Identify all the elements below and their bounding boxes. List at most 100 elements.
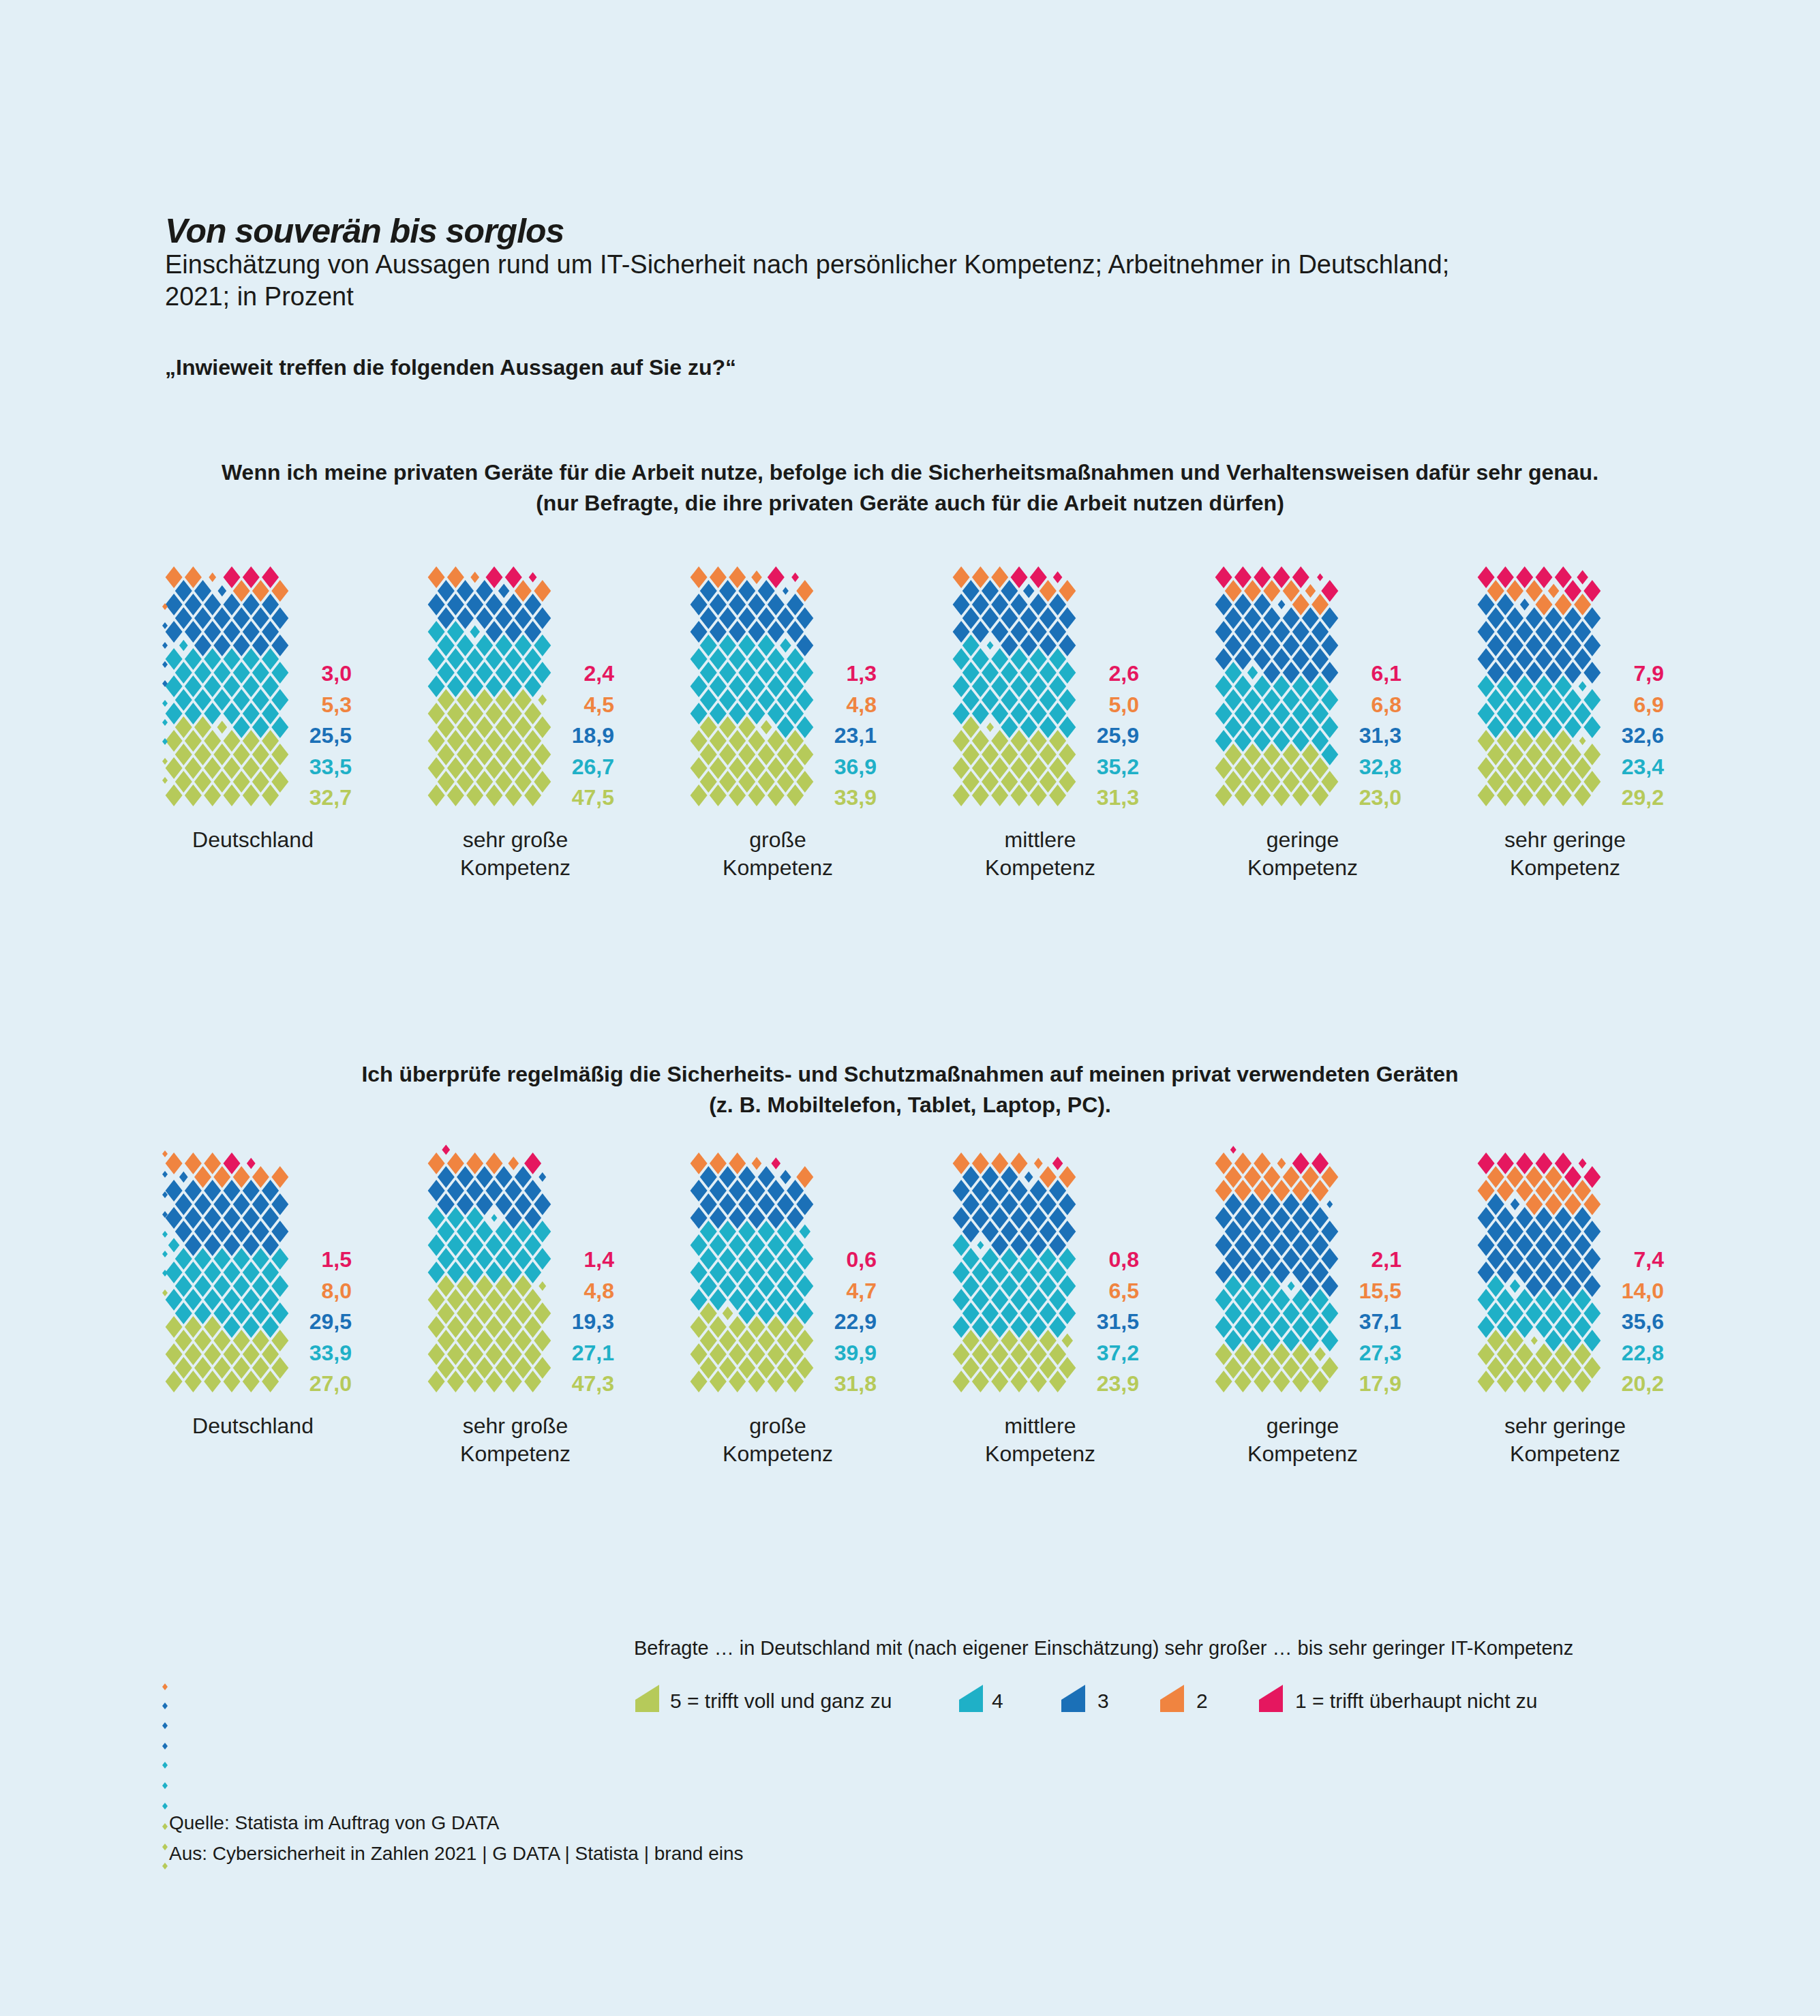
subtitle-line2: 2021; in Prozent <box>165 281 1449 313</box>
value-label: 36,9 <box>706 756 877 778</box>
value-label: 2,6 <box>969 662 1139 684</box>
value-label: 23,4 <box>1493 756 1664 778</box>
legend-marker <box>959 1685 983 1712</box>
value-label: 33,9 <box>181 1342 352 1364</box>
value-label: 27,0 <box>181 1373 352 1394</box>
legend-marker <box>635 1685 659 1712</box>
category-label: großeKompetenz <box>662 1412 894 1468</box>
legend-label: 3 <box>1097 1690 1109 1713</box>
legend-label: 1 = trifft überhaupt nicht zu <box>1295 1690 1538 1713</box>
source-note: Quelle: Statista im Auftrag von G DATA A… <box>169 1807 744 1869</box>
legend-label: 5 = trifft voll und ganz zu <box>670 1690 892 1713</box>
value-label: 32,6 <box>1493 724 1664 746</box>
edge-tip-decor <box>162 1844 168 1850</box>
value-label: 0,6 <box>706 1249 877 1270</box>
value-label: 5,0 <box>969 694 1139 716</box>
category-label: geringeKompetenz <box>1187 826 1419 882</box>
value-label: 31,3 <box>1231 724 1401 746</box>
category-label: mittlereKompetenz <box>924 826 1156 882</box>
value-label: 1,5 <box>181 1249 352 1270</box>
legend-marker <box>1061 1685 1085 1712</box>
value-label: 4,8 <box>706 694 877 716</box>
value-label: 2,4 <box>444 662 614 684</box>
value-label: 15,5 <box>1231 1280 1401 1302</box>
value-label: 7,9 <box>1493 662 1664 684</box>
section2-headline-line1: Ich überprüfe regelmäßig die Sicherheits… <box>0 1059 1820 1090</box>
value-label: 39,9 <box>706 1342 877 1364</box>
value-label: 29,2 <box>1493 786 1664 808</box>
edge-tip-decor <box>162 1683 168 1690</box>
survey-question: „Inwieweit treffen die folgenden Aussage… <box>165 355 736 380</box>
edge-tip-decor <box>162 1782 168 1789</box>
value-label: 3,0 <box>181 662 352 684</box>
value-label: 17,9 <box>1231 1373 1401 1394</box>
value-label: 47,3 <box>444 1373 614 1394</box>
value-label: 6,8 <box>1231 694 1401 716</box>
value-label: 23,1 <box>706 724 877 746</box>
section2-headline-line2: (z. B. Mobiltelefon, Tablet, Laptop, PC)… <box>0 1090 1820 1120</box>
value-label: 32,7 <box>181 786 352 808</box>
value-label: 19,3 <box>444 1311 614 1332</box>
value-label: 25,9 <box>969 724 1139 746</box>
infographic-page: { "title": "Von souverän bis sorglos", "… <box>0 0 1820 2016</box>
category-label: Deutschland <box>137 826 369 854</box>
value-label: 7,4 <box>1493 1249 1664 1270</box>
category-label: sehr geringeKompetenz <box>1449 826 1681 882</box>
value-label: 27,3 <box>1231 1342 1401 1364</box>
value-label: 1,4 <box>444 1249 614 1270</box>
source-line2: Aus: Cybersicherheit in Zahlen 2021 | G … <box>169 1838 744 1869</box>
value-label: 31,5 <box>969 1311 1139 1332</box>
category-label: Deutschland <box>137 1412 369 1440</box>
value-label: 14,0 <box>1493 1280 1664 1302</box>
value-label: 18,9 <box>444 724 614 746</box>
value-label: 33,9 <box>706 786 877 808</box>
category-label: geringeKompetenz <box>1187 1412 1419 1468</box>
edge-tip-decor <box>162 1722 168 1729</box>
category-label: mittlereKompetenz <box>924 1412 1156 1468</box>
page-subtitle: Einschätzung von Aussagen rund um IT-Sic… <box>165 249 1449 313</box>
category-label: großeKompetenz <box>662 826 894 882</box>
value-label: 31,8 <box>706 1373 877 1394</box>
legend-label: 2 <box>1196 1690 1208 1713</box>
value-label: 33,5 <box>181 756 352 778</box>
category-label: sehr großeKompetenz <box>399 826 631 882</box>
edge-tip-decor <box>162 1762 168 1769</box>
subtitle-line1: Einschätzung von Aussagen rund um IT-Sic… <box>165 249 1449 281</box>
value-label: 5,3 <box>181 694 352 716</box>
value-label: 35,6 <box>1493 1311 1664 1332</box>
value-label: 27,1 <box>444 1342 614 1364</box>
value-label: 1,3 <box>706 662 877 684</box>
value-label: 6,1 <box>1231 662 1401 684</box>
value-label: 20,2 <box>1493 1373 1664 1394</box>
value-label: 31,3 <box>969 786 1139 808</box>
legend-intro: Befragte … in Deutschland mit (nach eige… <box>634 1637 1573 1660</box>
edge-tip-decor <box>162 1863 168 1869</box>
value-label: 37,2 <box>969 1342 1139 1364</box>
legend-marker <box>1160 1685 1184 1712</box>
edge-tip-decor <box>162 1823 168 1830</box>
value-label: 2,1 <box>1231 1249 1401 1270</box>
legend-label: 4 <box>992 1690 1003 1713</box>
value-label: 4,5 <box>444 694 614 716</box>
value-label: 29,5 <box>181 1311 352 1332</box>
value-label: 26,7 <box>444 756 614 778</box>
edge-tip-decor <box>162 1803 168 1809</box>
legend-marker <box>1259 1685 1283 1712</box>
section1-headline-line1: Wenn ich meine privaten Geräte für die A… <box>0 457 1820 488</box>
value-label: 25,5 <box>181 724 352 746</box>
value-label: 22,9 <box>706 1311 877 1332</box>
value-label: 23,0 <box>1231 786 1401 808</box>
section1-headline: Wenn ich meine privaten Geräte für die A… <box>0 457 1820 519</box>
value-label: 4,7 <box>706 1280 877 1302</box>
value-label: 37,1 <box>1231 1311 1401 1332</box>
value-label: 6,5 <box>969 1280 1139 1302</box>
edge-tip-decor <box>162 1702 168 1709</box>
source-line1: Quelle: Statista im Auftrag von G DATA <box>169 1807 744 1838</box>
value-label: 6,9 <box>1493 694 1664 716</box>
value-label: 4,8 <box>444 1280 614 1302</box>
value-label: 0,8 <box>969 1249 1139 1270</box>
value-label: 22,8 <box>1493 1342 1664 1364</box>
value-label: 8,0 <box>181 1280 352 1302</box>
value-label: 35,2 <box>969 756 1139 778</box>
section2-headline: Ich überprüfe regelmäßig die Sicherheits… <box>0 1059 1820 1120</box>
